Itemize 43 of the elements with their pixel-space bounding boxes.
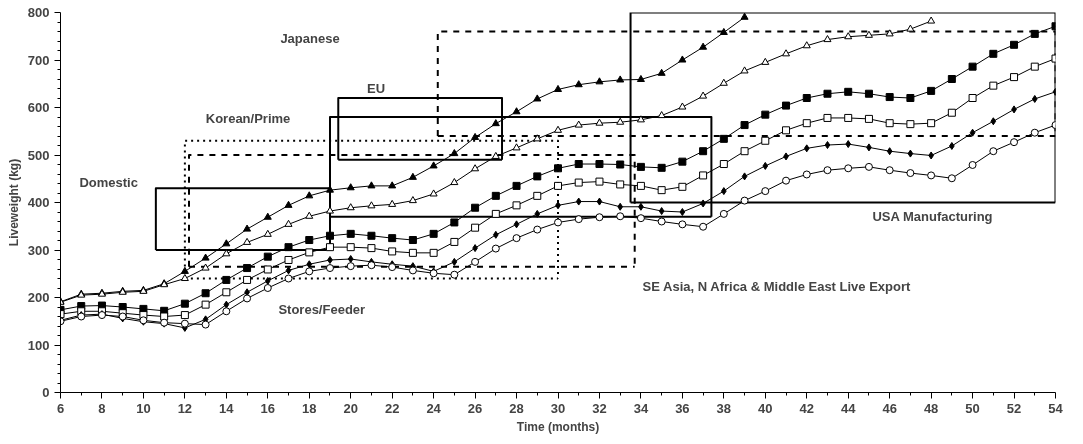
x-tick-label: 42 <box>799 400 814 416</box>
annotation: SE Asia, N Africa & Middle East Live Export <box>642 278 912 294</box>
x-tick-label: 22 <box>384 400 400 416</box>
annotation: Japanese <box>280 31 340 47</box>
x-tick-label: 34 <box>633 400 649 416</box>
x-tick-label: 26 <box>467 400 483 416</box>
x-tick-label: 30 <box>550 400 566 416</box>
annotation: USA Manufacturing <box>872 208 993 224</box>
x-tick-label: 12 <box>177 400 193 416</box>
x-tick-label: 52 <box>1006 400 1022 416</box>
x-tick-label: 46 <box>882 400 897 416</box>
y-tick-label: 300 <box>27 242 50 258</box>
y-axis-title: Liveweight (kg) <box>6 158 21 247</box>
x-tick-label: 20 <box>343 400 358 416</box>
y-tick-label: 0 <box>42 385 50 400</box>
annotation: Stores/Feeder <box>278 302 366 318</box>
y-tick-label: 600 <box>27 100 50 115</box>
annotation: Domestic <box>79 175 138 191</box>
x-tick-label: 44 <box>840 400 857 416</box>
y-tick-label: 400 <box>27 195 50 210</box>
x-tick-label: 14 <box>219 400 235 416</box>
x-tick-label: 32 <box>592 400 607 416</box>
x-tick-label: 28 <box>509 400 524 416</box>
x-tick-label: 24 <box>426 400 442 416</box>
y-tick-label: 200 <box>27 290 50 305</box>
x-tick-label: 50 <box>965 400 980 416</box>
annotation: Korean/Prime <box>205 110 291 126</box>
x-tick-label: 6 <box>56 400 65 416</box>
annotation: EU <box>366 81 386 96</box>
x-tick-label: 10 <box>136 400 151 416</box>
x-tick-label: 38 <box>716 400 732 416</box>
y-tick-label: 700 <box>27 52 50 68</box>
x-tick-label: 18 <box>302 400 317 416</box>
x-tick-label: 40 <box>758 400 773 416</box>
y-tick-label: 800 <box>27 5 50 20</box>
x-tick-label: 36 <box>675 400 690 416</box>
x-tick-label: 48 <box>923 400 939 416</box>
y-tick-label: 100 <box>27 337 50 353</box>
y-tick-label: 500 <box>27 147 50 163</box>
x-tick-label: 8 <box>98 400 106 416</box>
x-axis-title: Time (months) <box>516 419 600 434</box>
x-tick-label: 54 <box>1048 400 1064 416</box>
x-tick-label: 16 <box>260 400 276 416</box>
